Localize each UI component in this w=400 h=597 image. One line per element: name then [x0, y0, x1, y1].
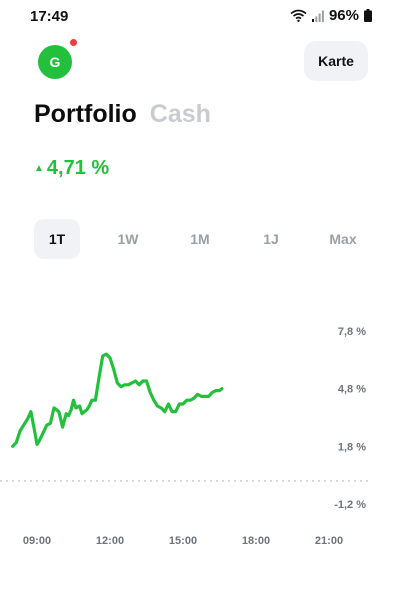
period-max[interactable]: Max — [329, 231, 357, 247]
avatar-letter: G — [49, 54, 61, 70]
tab-portfolio[interactable]: Portfolio — [34, 100, 137, 128]
avatar[interactable]: G — [38, 45, 72, 79]
battery-icon — [364, 9, 372, 22]
y-tick-label: 7,8 % — [338, 326, 366, 338]
portfolio-tabs: Portfolio Cash — [34, 100, 211, 129]
x-axis-ticks: 09:00 12:00 15:00 18:00 21:00 — [23, 535, 343, 547]
x-tick-label: 21:00 — [315, 535, 343, 547]
performance-value: 4,71 % — [46, 157, 110, 179]
tab-cash[interactable]: Cash — [149, 100, 211, 128]
wifi-icon — [290, 9, 307, 22]
chart-line-series — [11, 352, 224, 448]
period-1w[interactable]: 1W — [117, 231, 139, 247]
notification-dot — [70, 39, 77, 46]
map-button[interactable]: Karte — [304, 41, 368, 81]
up-arrow-icon: ▲ — [34, 163, 44, 174]
x-tick-label: 18:00 — [242, 535, 270, 547]
x-tick-label: 15:00 — [169, 535, 197, 547]
y-axis-ticks: 7,8 % 4,8 % 1,8 % -1,2 % — [334, 326, 366, 511]
period-selector: 1T 1W 1M 1J Max — [34, 219, 374, 259]
y-tick-label: -1,2 % — [334, 499, 366, 511]
signal-icon — [311, 10, 324, 22]
performance-chart[interactable]: 7,8 % 4,8 % 1,8 % -1,2 % 09:00 12:00 15:00 18:… — [0, 300, 400, 560]
y-tick-label: 1,8 % — [338, 441, 366, 453]
status-bar: 17:49 96% — [0, 0, 400, 32]
period-1m[interactable]: 1M — [190, 231, 210, 247]
battery-percent: 96% — [328, 7, 359, 24]
performance-change: ▲ 4,71 % — [34, 157, 109, 180]
status-icons: 96% — [290, 7, 372, 24]
x-tick-label: 12:00 — [96, 535, 124, 547]
period-1t[interactable]: 1T — [34, 219, 80, 259]
y-tick-label: 4,8 % — [338, 384, 366, 396]
period-1j[interactable]: 1J — [263, 231, 279, 247]
x-tick-label: 09:00 — [23, 535, 51, 547]
status-time: 17:49 — [30, 8, 69, 25]
